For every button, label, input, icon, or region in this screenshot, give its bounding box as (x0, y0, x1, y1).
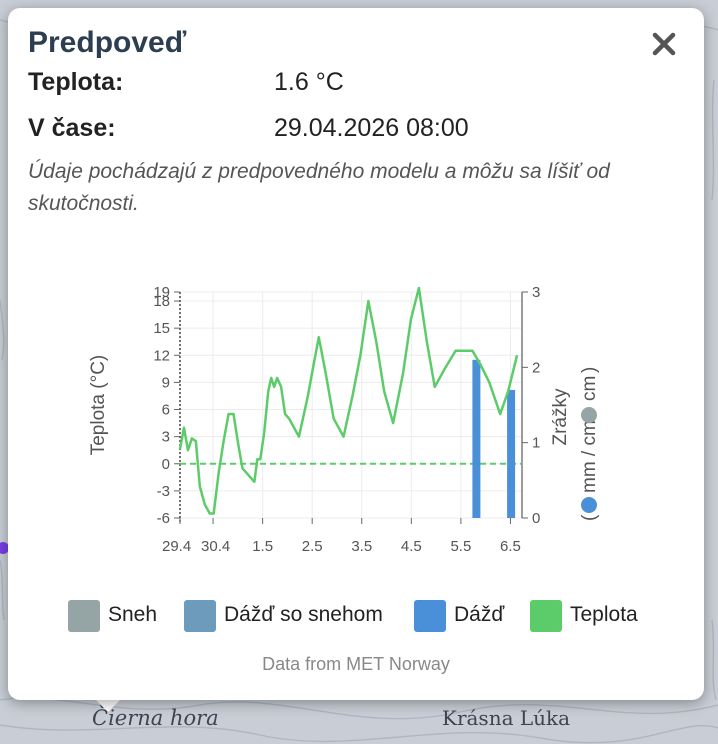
y-tick-label: -3 (157, 483, 170, 500)
x-tick-label: 3.5 (351, 538, 372, 555)
y2-axis-title-text: Zrážky (550, 388, 571, 446)
y-tick-label: 15 (153, 320, 170, 337)
y-tick-label: -6 (157, 510, 170, 527)
legend-label: Dážď (454, 603, 505, 626)
temperature-value: 1.6 °C (274, 68, 344, 96)
legend-swatch (68, 600, 100, 632)
x-tick-label: 30.4 (201, 538, 230, 555)
y2-tick-label: 3 (532, 284, 540, 301)
y-axis-title: Teplota (°C) (88, 355, 109, 456)
x-tick-label: 29.4 (162, 538, 191, 555)
forecast-disclaimer: Údaje pochádzajú z predpovedného modelu … (28, 160, 610, 215)
popup-title: Predpoveď (28, 26, 187, 59)
legend-swatch (414, 600, 446, 632)
y-tick-label: 0 (162, 456, 170, 473)
y2-close-paren: ) (579, 367, 600, 373)
close-icon[interactable] (648, 28, 680, 60)
y-tick-label: 12 (153, 347, 170, 364)
x-tick-label: 5.5 (450, 538, 471, 555)
rain-bar (472, 359, 481, 518)
time-label: V čase: (28, 114, 116, 142)
snow-dot-icon (581, 407, 597, 423)
x-tick-label: 2.5 (302, 538, 323, 555)
x-tick-label: 1.5 (252, 538, 273, 555)
legend-label: Sneh (108, 603, 158, 626)
x-tick-label: 4.5 (401, 538, 422, 555)
close-button[interactable] (648, 28, 680, 60)
forecast-popup: Predpoveď Teplota: 1.6 °C V čase: 29.04.… (8, 8, 704, 700)
map-label-krasna-luka: Krásna Lúka (442, 706, 571, 730)
y-tick-label: 18 (153, 293, 170, 310)
y-tick-label: 6 (162, 402, 170, 419)
x-tick-label: 6.5 (500, 538, 521, 555)
legend-swatch (184, 600, 216, 632)
temperature-label: Teplota: (28, 68, 124, 96)
legend-label: Dážď so snehom (224, 603, 383, 626)
time-value: 29.04.2026 08:00 (274, 114, 469, 142)
data-source: Data from MET Norway (262, 654, 450, 674)
y2-axis-title: Zrážky ( mm / cm cm) (550, 367, 600, 521)
y-tick-label: 3 (162, 429, 170, 446)
y2-tick-label: 0 (532, 510, 540, 527)
y-tick-label: 9 (162, 374, 170, 391)
legend-swatch (530, 600, 562, 632)
y2-open-paren: ( (579, 514, 600, 521)
temperature-line (178, 286, 519, 515)
chart-legend: Sneh Dážď so snehom Dážď Teplota (68, 598, 668, 634)
y2-tick-label: 1 (532, 435, 540, 452)
y-tick-label: 19 (153, 284, 170, 301)
y2-axis-title-units: cm (579, 376, 600, 401)
legend-label: Teplota (570, 603, 638, 626)
rain-dot-icon (581, 497, 597, 513)
y2-tick-label: 2 (532, 359, 540, 376)
rain-bar (507, 389, 516, 518)
y2-axis-title-units: mm / cm (579, 420, 600, 493)
